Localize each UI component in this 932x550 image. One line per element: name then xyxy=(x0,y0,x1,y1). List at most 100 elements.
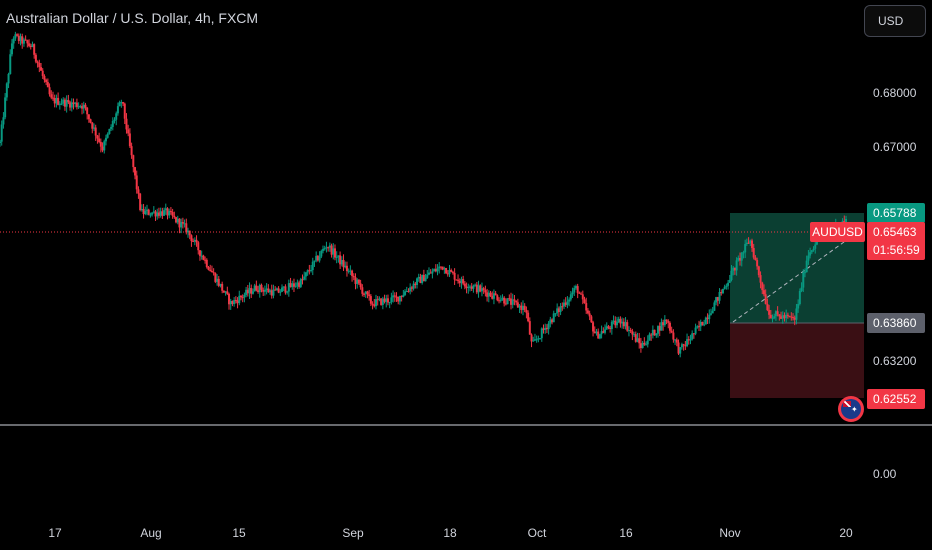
candle-body xyxy=(262,289,265,292)
candle-body xyxy=(149,214,152,216)
candle-body xyxy=(657,326,659,334)
candle-body xyxy=(448,269,451,275)
candle-body xyxy=(320,250,323,257)
current-price-value: 0.65463 xyxy=(873,225,917,239)
australia-flag-icon[interactable] xyxy=(838,396,864,422)
candle-body xyxy=(443,267,446,270)
candle-body xyxy=(224,291,227,293)
candle-body xyxy=(70,102,73,108)
candle-body xyxy=(281,287,283,292)
candle-body xyxy=(385,298,388,302)
candle-body xyxy=(154,211,157,217)
candle-body xyxy=(788,315,791,317)
candle-body xyxy=(626,322,629,331)
candle-body xyxy=(585,303,588,311)
candle-body xyxy=(421,274,424,283)
entry-price-tag[interactable]: 0.63860 xyxy=(867,313,925,333)
candle-body xyxy=(451,271,454,273)
candle-body xyxy=(486,292,489,297)
candle-body xyxy=(380,298,383,305)
candle-body xyxy=(597,331,600,339)
candle-body xyxy=(45,79,48,83)
candle-body xyxy=(216,278,219,282)
candle-body xyxy=(503,297,506,304)
candle-body xyxy=(84,104,87,108)
candle-body xyxy=(258,284,261,293)
candle-body xyxy=(275,288,278,291)
candle-body xyxy=(361,287,364,294)
candle-body xyxy=(684,345,687,347)
candle-body xyxy=(175,217,178,223)
take-profit-tag[interactable]: 0.65788 xyxy=(867,203,925,223)
candle-body xyxy=(745,242,748,245)
candle-body xyxy=(682,344,685,346)
candle-body xyxy=(400,295,403,297)
candle-body xyxy=(65,99,68,107)
candle-body xyxy=(469,286,471,288)
stop-loss-tag[interactable]: 0.62552 xyxy=(867,389,925,409)
candle-body xyxy=(778,314,781,317)
candle-body xyxy=(761,282,764,291)
candle-body xyxy=(506,298,509,305)
candle-body xyxy=(40,67,43,71)
candles-layer xyxy=(0,31,847,358)
candle-body xyxy=(356,279,359,284)
candle-body xyxy=(704,317,707,325)
candle-body xyxy=(800,287,803,291)
candle-body xyxy=(773,316,776,319)
candle-body xyxy=(426,274,429,278)
candle-body xyxy=(537,338,540,340)
candle-body xyxy=(294,285,297,287)
candle-body xyxy=(463,283,466,287)
candle-body xyxy=(298,282,301,287)
candle-body xyxy=(438,266,441,269)
candle-body xyxy=(115,113,118,120)
candle-body xyxy=(325,247,328,249)
candle-body xyxy=(501,297,504,300)
candle-body xyxy=(776,311,779,315)
candle-body xyxy=(805,260,808,273)
candle-body xyxy=(699,321,702,327)
candle-body xyxy=(544,327,547,330)
candle-body xyxy=(311,261,314,271)
candle-body xyxy=(132,155,135,168)
candle-body xyxy=(450,269,453,272)
candle-body xyxy=(251,291,254,294)
candle-body xyxy=(764,294,767,305)
candle-body xyxy=(41,70,44,76)
candle-body xyxy=(580,293,583,295)
currency-button[interactable]: USD xyxy=(864,5,926,37)
candle-body xyxy=(465,286,468,289)
candle-body xyxy=(342,260,345,268)
candle-body xyxy=(397,296,400,302)
candle-body xyxy=(359,283,362,288)
candle-body xyxy=(263,289,266,292)
candle-body xyxy=(790,316,793,318)
candle-body xyxy=(373,304,376,307)
candle-body xyxy=(489,292,492,296)
candle-body xyxy=(255,285,258,291)
candle-body xyxy=(429,272,432,274)
candle-body xyxy=(711,310,714,314)
candle-body xyxy=(552,313,555,323)
candle-body xyxy=(104,137,107,142)
candle-body xyxy=(655,333,658,336)
candle-body xyxy=(335,257,338,259)
candle-body xyxy=(492,293,495,299)
candle-body xyxy=(53,97,56,104)
candle-body xyxy=(648,334,651,341)
candle-body xyxy=(233,299,236,305)
candle-body xyxy=(477,285,480,293)
candle-body xyxy=(277,288,280,293)
candle-body xyxy=(785,314,788,319)
candle-body xyxy=(812,248,815,251)
candle-body xyxy=(441,266,444,270)
candle-body xyxy=(127,129,130,134)
loss-zone[interactable] xyxy=(730,323,864,398)
candle-body xyxy=(516,302,519,308)
candle-body xyxy=(313,260,316,262)
candle-body xyxy=(807,255,810,261)
candle-body xyxy=(200,255,203,257)
symbol-badge: AUDUSD xyxy=(810,222,865,242)
